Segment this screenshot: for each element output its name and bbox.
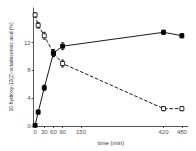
svg-text:10-hydroxy-12(Z)-octadecenoic: 10-hydroxy-12(Z)-octadecenoic acid (%) <box>8 22 14 112</box>
svg-text:4: 4 <box>27 95 31 101</box>
svg-text:150: 150 <box>76 129 87 135</box>
svg-text:480: 480 <box>177 129 188 135</box>
svg-text:420: 420 <box>159 129 170 135</box>
svg-text:0: 0 <box>27 123 31 129</box>
svg-text:12: 12 <box>24 40 31 46</box>
svg-text:time (min): time (min) <box>97 140 124 146</box>
svg-text:30: 30 <box>41 129 48 135</box>
svg-text:90: 90 <box>59 129 66 135</box>
svg-text:8: 8 <box>27 67 31 73</box>
svg-text:0: 0 <box>33 129 37 135</box>
svg-text:60: 60 <box>50 129 57 135</box>
